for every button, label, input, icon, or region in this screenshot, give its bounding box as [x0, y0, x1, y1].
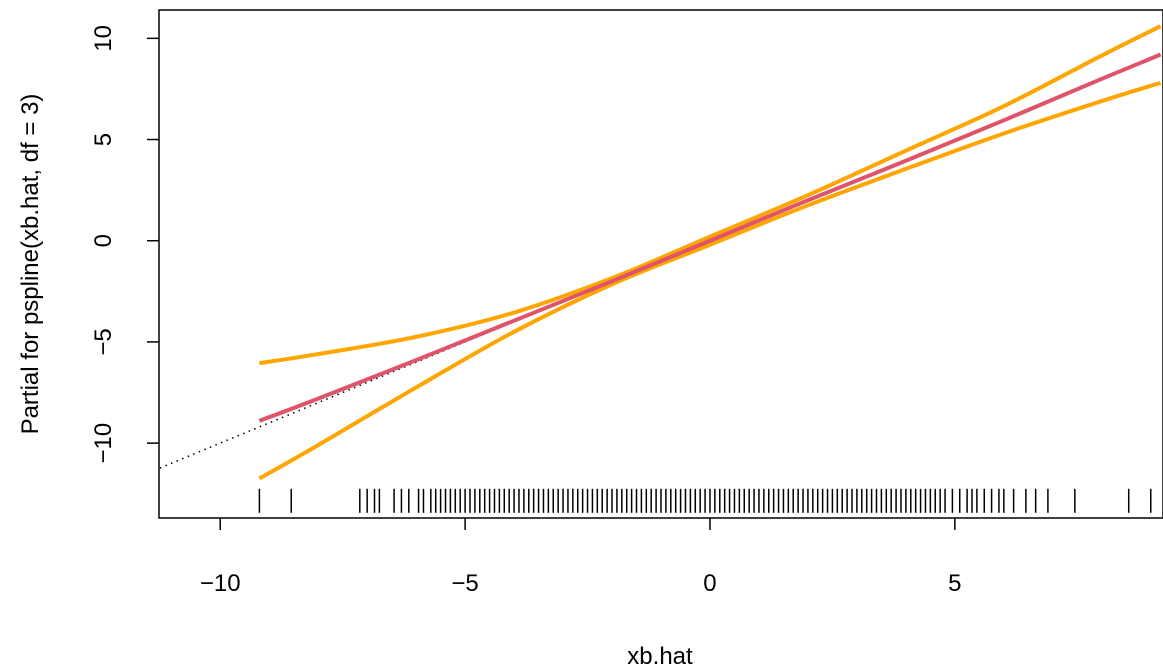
rug-layer [258, 488, 1152, 513]
y-tick-label: 0 [90, 234, 117, 247]
x-axis: −10 −5 0 5 [200, 518, 962, 597]
y-axis-label: Partial for pspline(xb.hat, df = 3) [17, 94, 44, 435]
x-tick-label: −5 [451, 570, 478, 597]
y-tick-label: 10 [90, 25, 117, 52]
x-axis-label: xb.hat [627, 643, 693, 669]
series-lower-band [258, 80, 1162, 481]
series-upper-band [259, 24, 1162, 366]
x-tick-label: 0 [703, 570, 716, 597]
x-tick-label: 5 [948, 570, 961, 597]
x-tick-label: −10 [200, 570, 241, 597]
y-axis: −10 −5 0 5 10 [90, 25, 159, 464]
series-fit [258, 52, 1162, 423]
reference-line [159, 52, 1163, 470]
plot-frame [158, 9, 1163, 519]
reference-line-layer [159, 52, 1163, 470]
y-tick-label: 5 [90, 133, 117, 146]
series-layer [258, 24, 1162, 481]
y-tick-label: −10 [90, 423, 117, 464]
y-tick-label: −5 [90, 328, 117, 355]
